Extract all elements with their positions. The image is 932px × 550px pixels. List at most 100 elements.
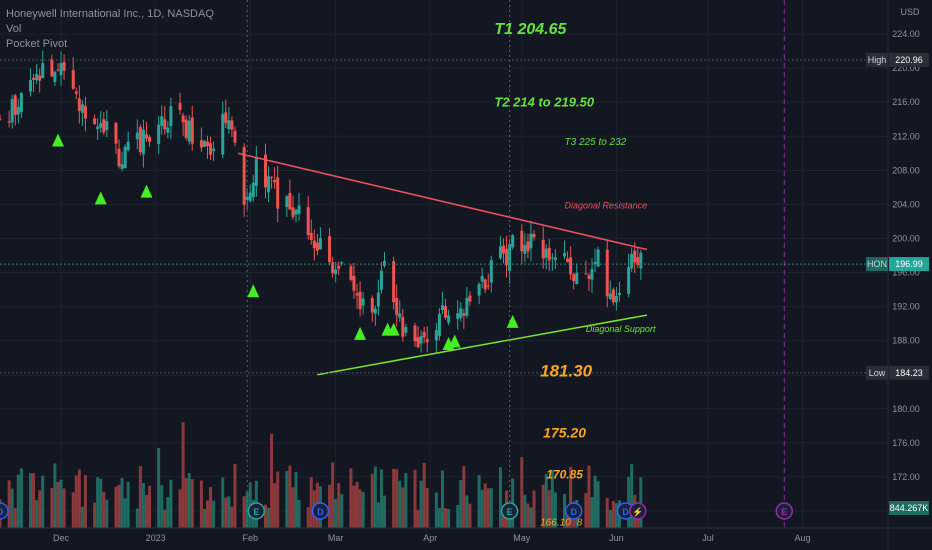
event-badge bbox=[564, 502, 583, 520]
volume-bar bbox=[416, 509, 420, 528]
candle-body bbox=[263, 154, 267, 188]
volume-bar bbox=[437, 507, 441, 528]
volume-bar bbox=[337, 483, 341, 528]
time-tick-label: Feb bbox=[242, 533, 258, 543]
volume-bar bbox=[276, 471, 280, 528]
price-tick-label: 176.00 bbox=[892, 438, 920, 448]
candle-body bbox=[267, 176, 271, 193]
time-tick-label: Jul bbox=[702, 533, 714, 543]
candle-body bbox=[309, 232, 313, 241]
candle-body bbox=[178, 102, 182, 110]
volume-bar bbox=[242, 496, 246, 528]
candle-body bbox=[608, 293, 612, 299]
candle-body bbox=[105, 120, 109, 130]
candle-body bbox=[212, 148, 216, 152]
candle-body bbox=[71, 69, 75, 89]
candle-body bbox=[614, 295, 618, 303]
volume-bar bbox=[199, 480, 203, 528]
volume-bar bbox=[465, 495, 469, 528]
volume-bar bbox=[584, 493, 588, 528]
price-axis-currency: USD bbox=[900, 7, 920, 17]
volume-bar bbox=[10, 488, 14, 528]
pocket-pivot-triangle bbox=[387, 322, 400, 336]
volume-bar bbox=[419, 480, 423, 528]
price-label-tag bbox=[866, 365, 888, 380]
volume-bar bbox=[157, 448, 161, 528]
price-tick-label: 180.00 bbox=[892, 404, 920, 414]
volume-bar bbox=[93, 502, 97, 528]
candle-body bbox=[398, 313, 402, 318]
candle-body bbox=[550, 257, 554, 259]
candle-body bbox=[315, 242, 319, 251]
candle-body bbox=[352, 275, 356, 291]
chart-annotation: 8 bbox=[577, 517, 583, 528]
chart-annotation: 181.30 bbox=[540, 361, 593, 380]
volume-bar bbox=[102, 491, 106, 528]
candle-body bbox=[138, 127, 142, 153]
pocket-pivot-triangle bbox=[506, 314, 519, 328]
candle-body bbox=[523, 245, 527, 254]
candle-body bbox=[627, 267, 631, 294]
candle-body bbox=[227, 120, 231, 130]
volume-bar bbox=[358, 489, 362, 528]
candle-body bbox=[590, 268, 594, 280]
volume-bar bbox=[206, 500, 210, 528]
volume-bar bbox=[56, 481, 60, 528]
candle-body bbox=[285, 196, 289, 208]
candle-body bbox=[532, 234, 536, 238]
candle-body bbox=[254, 157, 258, 186]
event-badge bbox=[0, 502, 9, 520]
candle-body bbox=[202, 140, 206, 147]
candle-body bbox=[358, 291, 362, 310]
volume-bar bbox=[553, 492, 557, 528]
candle-body bbox=[16, 106, 20, 115]
volume-bar bbox=[291, 487, 295, 528]
candle-body bbox=[593, 262, 597, 265]
candle-body bbox=[166, 127, 170, 133]
time-tick-label: Mar bbox=[328, 533, 344, 543]
price-label-tag bbox=[866, 257, 888, 272]
candle-body bbox=[425, 339, 429, 343]
volume-bar bbox=[379, 469, 383, 528]
candle-body bbox=[373, 308, 377, 314]
candle-body bbox=[541, 239, 545, 259]
candle-body bbox=[276, 177, 280, 209]
volume-bar bbox=[114, 486, 118, 528]
candle-body bbox=[413, 325, 417, 342]
volume-bar bbox=[392, 468, 396, 528]
volume-bar bbox=[285, 470, 289, 528]
pocket-pivot-indicator-label[interactable]: Pocket Pivot bbox=[6, 38, 68, 50]
candle-body bbox=[157, 124, 161, 145]
volume-bar bbox=[245, 491, 249, 528]
volume-bar bbox=[62, 488, 66, 528]
symbol-title[interactable]: Honeywell International Inc., 1D, NASDAQ bbox=[6, 8, 214, 20]
volume-bar bbox=[270, 433, 274, 528]
volume-bar bbox=[440, 470, 444, 528]
candle-body bbox=[617, 292, 621, 296]
pocket-pivot-triangle bbox=[354, 326, 367, 340]
candle-body bbox=[291, 207, 295, 218]
volume-bar bbox=[74, 475, 78, 528]
candle-body bbox=[242, 147, 246, 205]
volume-bar bbox=[605, 498, 609, 528]
candle-body bbox=[575, 272, 579, 284]
candle-body bbox=[370, 298, 374, 313]
volume-bar bbox=[32, 473, 36, 528]
price-tick-label: 212.00 bbox=[892, 131, 920, 141]
candle-body bbox=[489, 260, 493, 283]
candle-body bbox=[230, 120, 234, 130]
candle-body bbox=[440, 305, 444, 311]
volume-bar bbox=[355, 481, 359, 528]
volume-bar bbox=[376, 502, 380, 528]
price-tick-label: 200.00 bbox=[892, 233, 920, 243]
price-tick-label: 224.00 bbox=[892, 29, 920, 39]
volume-bar bbox=[566, 506, 570, 528]
volume-bar bbox=[227, 496, 231, 528]
volume-bar bbox=[166, 497, 170, 528]
volume-bar bbox=[35, 500, 39, 528]
volume-bar bbox=[138, 466, 142, 528]
volume-indicator-label[interactable]: Vol bbox=[6, 23, 22, 35]
volume-bar bbox=[370, 473, 374, 528]
volume-bar bbox=[202, 508, 206, 528]
